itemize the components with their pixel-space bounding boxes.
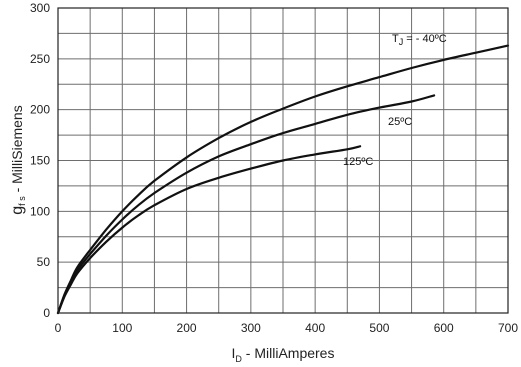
y-tick-label: 50: [37, 255, 51, 269]
series-label-125c: 125ºC: [343, 156, 373, 168]
curves: [56, 44, 510, 315]
y-axis-label: gf s - MilliSiemens: [9, 105, 27, 214]
x-tick-labels: 0 100 200 300 400 500 600 700: [55, 321, 519, 335]
y-tick-label: 150: [30, 154, 50, 168]
y-tick-labels: 0 50 100 150 200 250 300: [30, 1, 50, 320]
x-tick-label: 400: [305, 321, 325, 335]
x-tick-label: 100: [112, 321, 132, 335]
y-tick-label: 300: [30, 1, 50, 15]
curve-125c: [56, 145, 362, 315]
y-tick-label: 100: [30, 204, 50, 218]
x-tick-label: 0: [55, 321, 62, 335]
curve-tj-minus40: [56, 44, 510, 315]
x-tick-label: 300: [241, 321, 261, 335]
plot-frame: [57, 7, 509, 314]
x-axis-label: ID - MilliAmperes: [232, 345, 335, 364]
x-tick-label: 500: [369, 321, 389, 335]
curve-25c: [56, 94, 436, 315]
series-label-tj-minus40: TJ = - 40ºC: [392, 33, 447, 47]
x-tick-label: 600: [434, 321, 454, 335]
y-tick-label: 0: [43, 306, 50, 320]
x-tick-label: 700: [498, 321, 518, 335]
series-label-25c: 25ºC: [388, 116, 412, 128]
y-tick-label: 200: [30, 103, 50, 117]
x-tick-label: 200: [177, 321, 197, 335]
y-tick-label: 250: [30, 52, 50, 66]
